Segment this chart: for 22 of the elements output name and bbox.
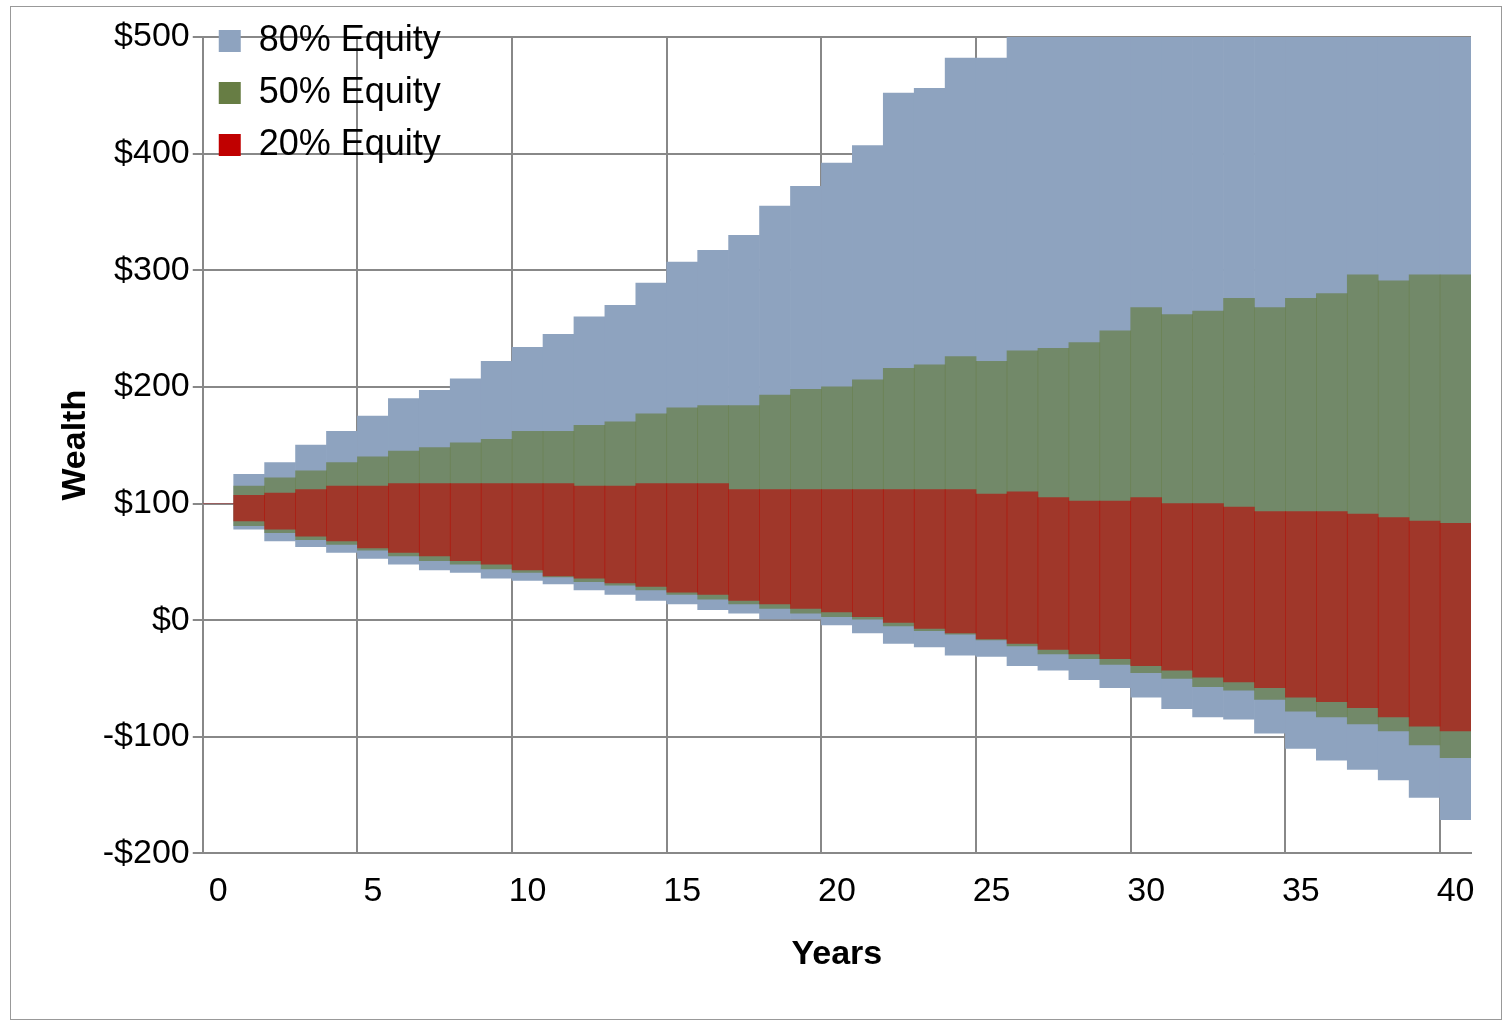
x-tick-label: 5 <box>363 870 383 909</box>
x-tick-label: 30 <box>1127 870 1166 909</box>
x-tick-label: 15 <box>663 870 702 909</box>
legend-label: 50% Equity <box>258 69 441 111</box>
x-tick-label: 0 <box>208 870 228 909</box>
x-tick-label: 40 <box>1436 870 1475 909</box>
y-tick-label: $300 <box>114 248 190 287</box>
legend-label: 20% Equity <box>258 121 441 163</box>
x-axis-title: Years <box>791 932 883 971</box>
y-tick-label: -$200 <box>102 831 190 870</box>
x-tick-label: 25 <box>972 870 1011 909</box>
x-tick-label: 20 <box>817 870 856 909</box>
y-tick-label: $400 <box>114 132 190 170</box>
legend-label: 80% Equity <box>258 17 441 59</box>
y-tick-label: $100 <box>114 481 190 520</box>
y-axis-title: Wealth <box>53 389 92 501</box>
y-tick-label: $200 <box>114 365 190 404</box>
y-tick-label: $500 <box>114 15 190 54</box>
y-tick-label: -$100 <box>102 715 190 754</box>
x-tick-label: 10 <box>508 870 547 909</box>
y-tick-label: $0 <box>151 598 190 637</box>
x-tick-label: 35 <box>1281 870 1320 909</box>
